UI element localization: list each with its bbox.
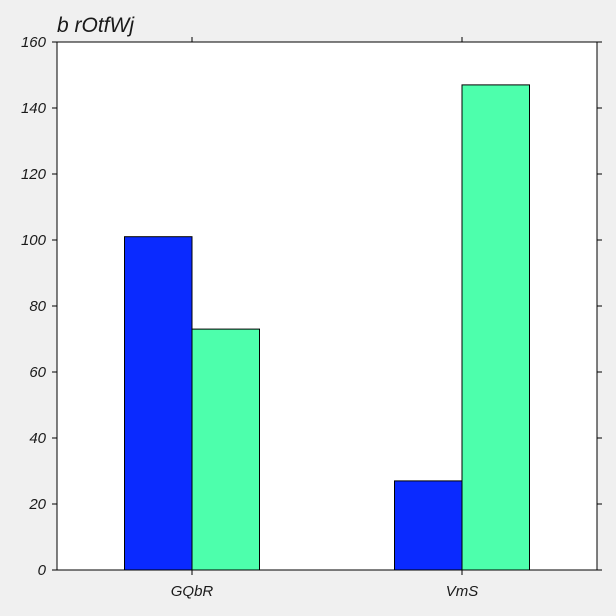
x-tick-label: GQbR [171, 583, 214, 600]
y-tick-label: 80 [29, 298, 46, 315]
bar-gqbr-series-1 [124, 236, 193, 571]
y-tick-label: 140 [21, 100, 47, 117]
bar-vms-series-1 [394, 480, 463, 571]
y-tick-label: 20 [28, 496, 46, 513]
axes-group: 0 20 40 60 80 100 120 140 160 GQbR VmS [21, 34, 602, 600]
y-tick-label: 60 [29, 364, 46, 381]
chart-title: b rOtfWj [57, 14, 135, 37]
bar-vms-series-2 [461, 84, 530, 571]
y-tick-label: 100 [21, 232, 47, 249]
bars-group [124, 84, 530, 571]
y-tick-label: 160 [21, 34, 47, 51]
y-tick-label: 0 [38, 562, 47, 579]
y-tick-label: 120 [21, 166, 47, 183]
bar-gqbr-series-2 [191, 328, 260, 571]
y-tick-label: 40 [29, 430, 46, 447]
x-tick-label: VmS [446, 583, 479, 600]
